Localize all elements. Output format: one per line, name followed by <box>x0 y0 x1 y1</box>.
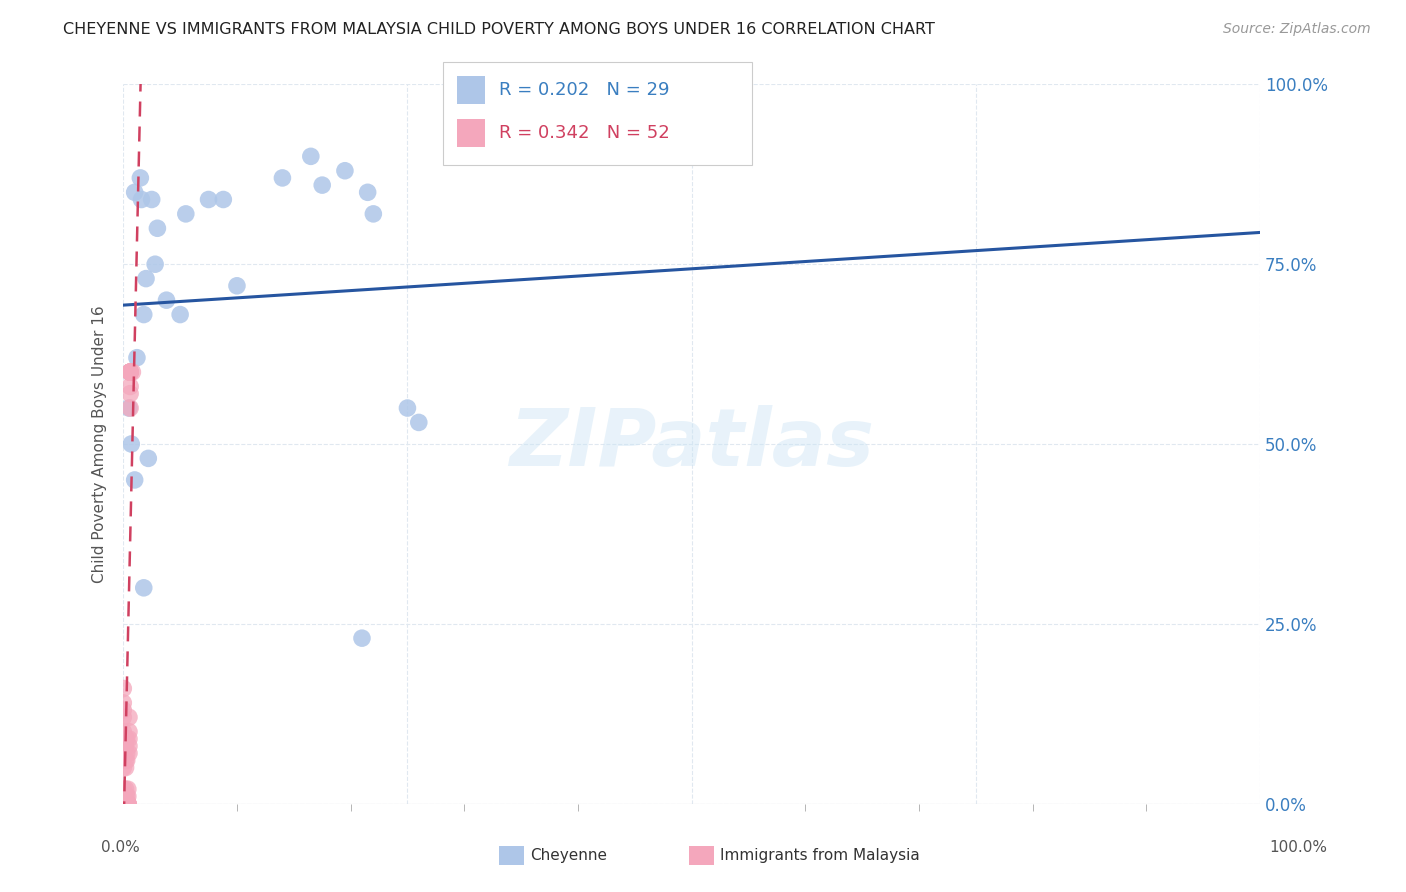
Point <box>350 631 373 645</box>
Y-axis label: Child Poverty Among Boys Under 16: Child Poverty Among Boys Under 16 <box>93 305 107 582</box>
Point <box>212 193 235 207</box>
Point <box>333 163 356 178</box>
Point <box>226 278 249 293</box>
Point <box>120 379 142 393</box>
Point <box>117 797 139 811</box>
Point <box>112 681 135 696</box>
Point <box>112 739 135 753</box>
Point <box>408 416 430 430</box>
Point <box>112 797 135 811</box>
Point <box>114 731 136 746</box>
Point <box>120 365 142 379</box>
Point <box>112 724 135 739</box>
Point <box>112 703 135 717</box>
Point <box>117 782 139 797</box>
Point <box>120 365 142 379</box>
Point <box>115 731 138 746</box>
Point <box>299 149 322 163</box>
Point <box>118 739 141 753</box>
Point <box>114 761 136 775</box>
Point <box>174 207 197 221</box>
Text: Source: ZipAtlas.com: Source: ZipAtlas.com <box>1223 22 1371 37</box>
Point <box>120 365 142 379</box>
Point <box>117 797 139 811</box>
Point <box>197 193 219 207</box>
Point <box>132 308 155 322</box>
Point <box>117 797 139 811</box>
Point <box>141 193 163 207</box>
Point <box>143 257 166 271</box>
Point <box>131 193 153 207</box>
Point <box>169 308 191 322</box>
Point <box>118 724 141 739</box>
Point <box>115 789 138 804</box>
Point <box>121 365 143 379</box>
Point <box>120 365 142 379</box>
Point <box>135 271 157 285</box>
Point <box>112 797 135 811</box>
Point <box>118 401 141 415</box>
Point <box>363 207 385 221</box>
Point <box>117 789 139 804</box>
Point <box>114 739 136 753</box>
Point <box>125 351 148 365</box>
Point <box>114 782 136 797</box>
Point <box>124 473 146 487</box>
Point <box>120 365 142 379</box>
Point <box>120 365 142 379</box>
Point <box>117 797 139 811</box>
Text: Cheyenne: Cheyenne <box>530 848 607 863</box>
Point <box>118 710 141 724</box>
Point <box>115 797 138 811</box>
Point <box>114 797 136 811</box>
Point <box>120 437 142 451</box>
Point <box>311 178 333 193</box>
Point <box>117 797 139 811</box>
Point <box>115 746 138 760</box>
Point <box>112 696 135 710</box>
Point <box>115 797 138 811</box>
Point <box>136 451 159 466</box>
Point <box>117 797 139 811</box>
Text: 100.0%: 100.0% <box>1270 840 1327 855</box>
Point <box>120 365 142 379</box>
Point <box>356 186 378 200</box>
Point <box>124 186 146 200</box>
Point <box>118 731 141 746</box>
Text: 0.0%: 0.0% <box>101 840 141 855</box>
Point <box>396 401 419 415</box>
Point <box>146 221 169 235</box>
Point <box>115 797 138 811</box>
Text: ZIPatlas: ZIPatlas <box>509 405 875 483</box>
Point <box>115 797 138 811</box>
Point <box>112 782 135 797</box>
Point <box>129 170 152 185</box>
Point <box>120 386 142 401</box>
Point <box>115 753 138 767</box>
Point <box>114 797 136 811</box>
Point <box>112 761 135 775</box>
Text: R = 0.342   N = 52: R = 0.342 N = 52 <box>499 124 669 142</box>
Point <box>114 753 136 767</box>
Text: Immigrants from Malaysia: Immigrants from Malaysia <box>720 848 920 863</box>
Point <box>271 170 294 185</box>
Text: R = 0.202   N = 29: R = 0.202 N = 29 <box>499 81 669 99</box>
Text: CHEYENNE VS IMMIGRANTS FROM MALAYSIA CHILD POVERTY AMONG BOYS UNDER 16 CORRELATI: CHEYENNE VS IMMIGRANTS FROM MALAYSIA CHI… <box>63 22 935 37</box>
Point <box>120 401 142 415</box>
Point <box>155 293 177 308</box>
Point <box>112 797 135 811</box>
Point <box>120 365 142 379</box>
Point <box>112 710 135 724</box>
Point <box>112 746 135 760</box>
Point <box>132 581 155 595</box>
Point <box>118 746 141 760</box>
